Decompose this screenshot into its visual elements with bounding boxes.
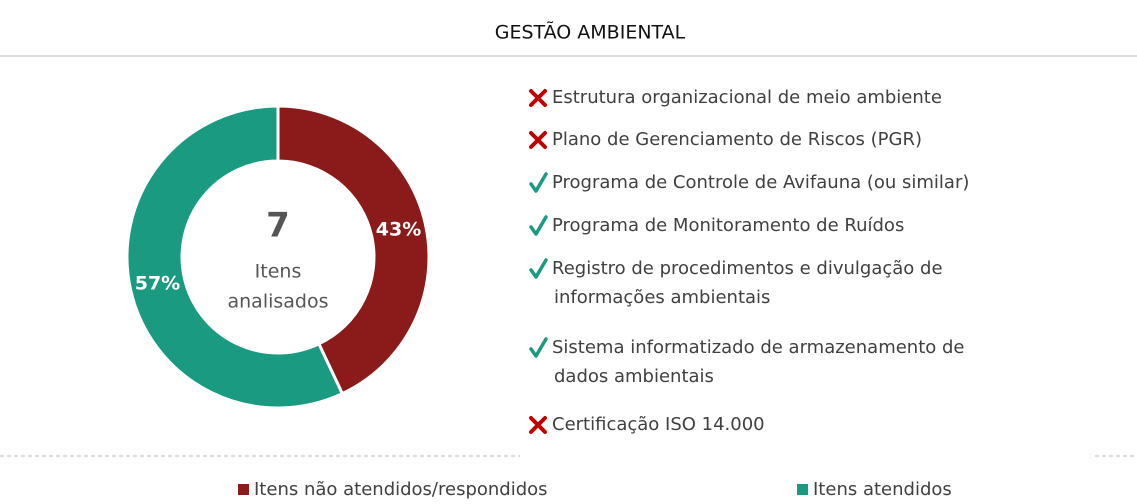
cross-icon <box>529 131 547 149</box>
checklist-text: dados ambientais <box>554 366 714 387</box>
check-icon <box>529 258 548 279</box>
value-label: 43% <box>376 219 421 241</box>
center-label: analisados <box>227 291 328 313</box>
legend-label: Itens não atendidos/respondidos <box>254 479 548 500</box>
cross-icon <box>529 89 547 107</box>
center-value: 7 <box>266 206 290 246</box>
check-icon <box>529 215 548 236</box>
title: GESTÃO AMBIENTAL <box>495 21 686 44</box>
check-icon <box>529 337 548 358</box>
checklist-text: Plano de Gerenciamento de Riscos (PGR) <box>552 129 922 150</box>
check-icon <box>529 172 548 193</box>
donut-segment <box>276 104 431 396</box>
value-label: 57% <box>135 272 180 294</box>
legend-swatch <box>797 484 808 495</box>
checklist-text: Certificação ISO 14.000 <box>552 414 765 435</box>
donut-segment <box>125 104 345 410</box>
checklist-text: Registro de procedimentos e divulgação d… <box>552 258 943 279</box>
checklist-text: Sistema informatizado de armazenamento d… <box>552 337 965 358</box>
checklist-text: Programa de Monitoramento de Ruídos <box>552 215 904 236</box>
cross-icon <box>529 416 547 434</box>
center-label: Itens <box>255 261 302 283</box>
checklist-text: informações ambientais <box>554 287 770 308</box>
checklist-text: Estrutura organizacional de meio ambient… <box>552 87 942 108</box>
legend-label: Itens atendidos <box>813 479 952 500</box>
checklist-text: Programa de Controle de Avifauna (ou sim… <box>552 172 969 193</box>
legend-swatch <box>238 484 249 495</box>
